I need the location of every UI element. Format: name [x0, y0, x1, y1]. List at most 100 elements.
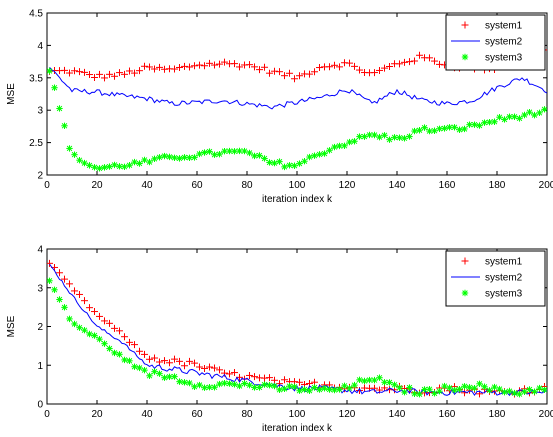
data-point-system1 — [251, 373, 258, 381]
data-point-system3 — [301, 386, 308, 393]
data-point-system3 — [171, 373, 178, 380]
data-point-system3 — [96, 335, 103, 343]
x-tick-label: 160 — [439, 180, 456, 191]
y-tick-label: 4 — [37, 245, 43, 256]
data-point-system3 — [386, 379, 393, 386]
data-point-system1 — [126, 338, 133, 346]
y-tick-label: 2.5 — [29, 138, 43, 149]
series-system2 — [49, 67, 547, 110]
data-point-system3 — [186, 154, 193, 162]
x-tick-label: 100 — [289, 180, 306, 191]
data-point-system3 — [276, 386, 283, 394]
data-point-system1 — [281, 376, 288, 384]
data-point-system1 — [141, 62, 148, 70]
data-point-system1 — [191, 359, 198, 367]
data-point-system3 — [501, 388, 508, 396]
data-point-system3 — [266, 159, 273, 166]
y-tick-label: 3 — [37, 283, 43, 294]
data-point-system3 — [341, 382, 348, 390]
data-point-system3 — [221, 147, 228, 155]
data-point-system1 — [406, 58, 413, 66]
data-point-system3 — [371, 376, 378, 384]
y-tick-label: 0 — [37, 400, 43, 411]
data-point-system3 — [451, 124, 458, 131]
data-point-system3 — [246, 381, 253, 389]
x-tick-label: 60 — [191, 409, 203, 420]
data-point-system1 — [136, 67, 143, 75]
data-point-system1 — [206, 363, 213, 371]
data-point-system3 — [106, 163, 113, 170]
data-point-system1 — [236, 63, 243, 71]
data-point-system3 — [471, 121, 478, 128]
data-point-system3 — [91, 332, 98, 339]
data-point-system1 — [246, 371, 253, 379]
x-tick-label: 180 — [489, 409, 506, 420]
data-point-system3 — [236, 147, 243, 155]
series-system3 — [47, 67, 547, 172]
data-point-system1 — [206, 59, 213, 67]
data-point-system3 — [201, 149, 208, 156]
x-tick-label: 20 — [91, 180, 103, 191]
data-point-system1 — [266, 69, 273, 77]
data-point-system3 — [491, 118, 498, 125]
data-point-system3 — [101, 164, 108, 171]
data-point-system1 — [306, 70, 313, 78]
series-system3 — [47, 277, 547, 398]
data-point-system1 — [121, 70, 128, 78]
data-point-system1 — [76, 68, 83, 76]
data-point-system1 — [191, 62, 198, 70]
data-point-system3 — [411, 390, 418, 398]
data-point-system1 — [166, 359, 173, 367]
data-point-system1 — [336, 63, 343, 71]
data-point-system3 — [96, 165, 103, 172]
data-point-system3 — [436, 125, 443, 132]
data-point-system1 — [411, 57, 418, 65]
data-point-system3 — [191, 154, 198, 161]
data-point-system3 — [396, 384, 403, 391]
data-point-system3 — [306, 153, 313, 161]
data-point-system1 — [106, 70, 113, 78]
data-point-system1 — [171, 355, 178, 363]
data-point-system1 — [251, 63, 258, 71]
data-point-system3 — [76, 157, 83, 164]
data-point-system3 — [536, 384, 543, 392]
data-point-system3 — [161, 152, 168, 160]
data-point-system3 — [71, 151, 78, 158]
data-point-system1 — [146, 355, 153, 363]
data-point-system1 — [256, 66, 263, 74]
data-point-system3 — [496, 385, 503, 393]
data-point-system3 — [326, 147, 333, 154]
data-point-system3 — [341, 142, 348, 149]
data-point-system1 — [401, 58, 408, 66]
x-tick-label: 40 — [141, 409, 153, 420]
data-point-system3 — [526, 108, 533, 116]
legend-label-system1: system1 — [485, 21, 523, 32]
data-point-system3 — [196, 150, 203, 158]
y-axis-label: MSE — [6, 315, 17, 337]
data-point-system3 — [176, 155, 183, 162]
data-point-system3 — [111, 349, 118, 357]
data-point-system1 — [76, 290, 83, 298]
data-point-system3 — [316, 386, 323, 393]
data-point-system3 — [321, 150, 328, 157]
data-point-system1 — [106, 319, 113, 327]
x-tick-label: 60 — [191, 180, 203, 191]
data-point-system3 — [526, 386, 533, 393]
data-point-system1 — [96, 312, 103, 320]
data-point-system1 — [61, 275, 68, 283]
x-tick-label: 180 — [489, 180, 506, 191]
data-point-system1 — [81, 297, 88, 305]
data-point-system1 — [276, 68, 283, 76]
data-point-system3 — [116, 351, 123, 358]
data-point-system1 — [286, 69, 293, 77]
data-point-system3 — [311, 152, 318, 159]
data-point-system3 — [121, 163, 128, 171]
data-point-system3 — [501, 116, 508, 123]
data-point-system3 — [196, 381, 203, 389]
x-tick-label: 140 — [389, 180, 406, 191]
x-tick-label: 120 — [339, 409, 356, 420]
data-point-system1 — [201, 364, 208, 372]
data-point-system3 — [346, 138, 353, 146]
data-point-system3 — [406, 133, 413, 140]
